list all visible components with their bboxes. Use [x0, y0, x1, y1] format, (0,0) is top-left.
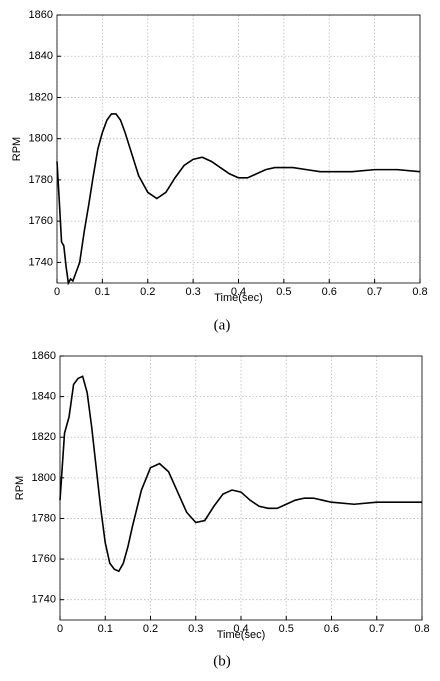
y-tick-label: 1860 [32, 350, 56, 362]
y-tick-label: 1780 [29, 174, 53, 186]
x-tick-label: 0 [57, 623, 63, 635]
x-tick-label: 0.1 [95, 286, 110, 298]
x-tick-label: 0.6 [324, 623, 339, 635]
y-tick-label: 1760 [29, 215, 53, 227]
x-tick-label: 0.7 [367, 286, 382, 298]
y-tick-label: 1840 [29, 50, 53, 62]
y-tick-label: 1760 [32, 553, 56, 565]
y-tick-label: 1740 [32, 594, 56, 606]
y-tick-label: 1820 [29, 91, 53, 103]
y-tick-label: 1860 [29, 9, 53, 21]
x-tick-label: 0.3 [188, 623, 203, 635]
x-tick-label: 0.8 [414, 623, 429, 635]
y-tick-label: 1780 [32, 512, 56, 524]
plot-area [60, 356, 422, 620]
caption: (a) [214, 317, 231, 333]
x-axis-label: Time(sec) [214, 292, 262, 304]
y-tick-label: 1800 [29, 133, 53, 145]
x-tick-label: 0 [54, 286, 60, 298]
y-axis-label: RPM [14, 476, 26, 500]
x-tick-label: 0.5 [279, 623, 294, 635]
y-axis-label: RPM [11, 137, 23, 161]
y-tick-label: 1800 [32, 472, 56, 484]
plot-frame [56, 14, 421, 284]
y-tick-label: 1820 [32, 431, 56, 443]
line [59, 375, 422, 573]
line [56, 113, 421, 286]
x-tick-label: 0.2 [140, 286, 155, 298]
x-tick-label: 0.6 [322, 286, 337, 298]
plot-frame [59, 355, 423, 621]
x-tick-label: 0.7 [369, 623, 384, 635]
x-tick-label: 0.8 [412, 286, 427, 298]
caption: (b) [213, 653, 231, 669]
y-tick-label: 1740 [29, 256, 53, 268]
y-tick-label: 1840 [32, 391, 56, 403]
x-tick-label: 0.3 [185, 286, 200, 298]
x-tick-label: 0.5 [276, 286, 291, 298]
x-tick-label: 0.4 [231, 286, 246, 298]
x-tick-label: 0.1 [98, 623, 113, 635]
x-tick-label: 0.2 [143, 623, 158, 635]
x-tick-label: 0.4 [233, 623, 248, 635]
x-axis-label: Time(sec) [217, 629, 265, 641]
